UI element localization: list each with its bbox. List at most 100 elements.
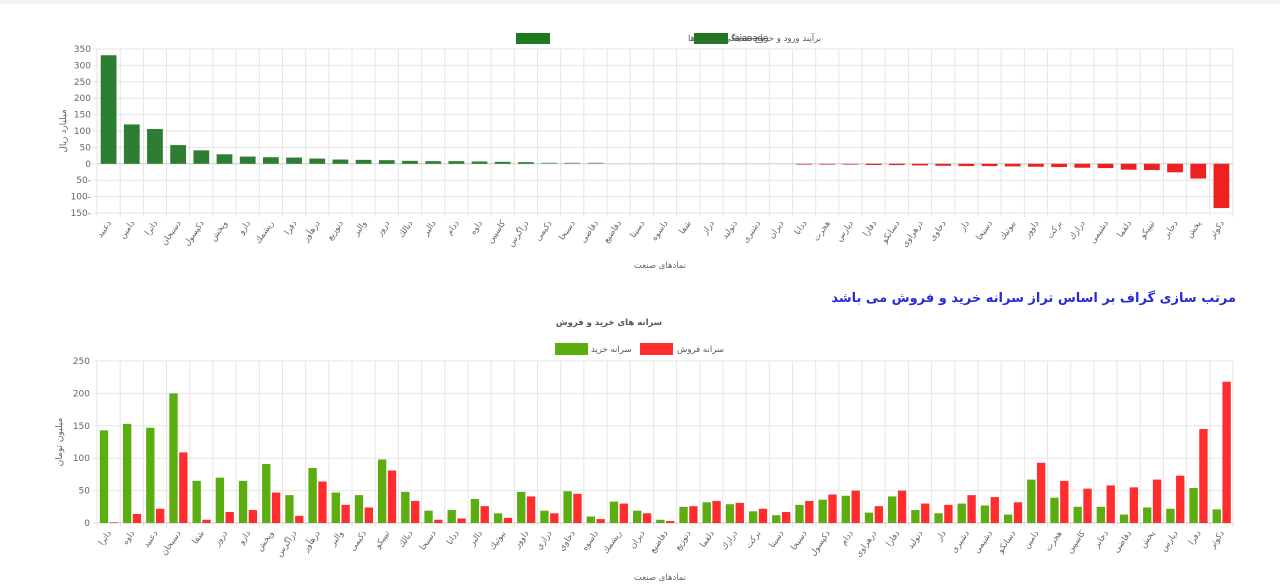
buy-bar[interactable] [262,464,271,523]
sell-bar[interactable] [1036,462,1046,523]
bar[interactable] [100,55,117,164]
sell-bar[interactable] [874,506,884,523]
bar[interactable] [935,163,952,166]
buy-bar[interactable] [99,430,109,523]
bar[interactable] [378,160,395,164]
buy-bar[interactable] [122,423,132,523]
sell-bar[interactable] [1222,381,1231,523]
sell-bar[interactable] [503,517,513,523]
sell-bar[interactable] [619,503,629,523]
sell-bar[interactable] [1060,480,1069,523]
bar[interactable] [286,157,302,164]
bar[interactable] [471,161,488,164]
buy-bar[interactable] [146,427,155,523]
bar[interactable] [239,156,256,164]
sell-bar[interactable] [1199,429,1208,523]
bar[interactable] [1028,163,1044,167]
bar[interactable] [981,163,998,167]
buy-bar[interactable] [934,513,943,523]
sell-bar[interactable] [735,502,744,523]
bar[interactable] [587,162,604,164]
buy-bar[interactable] [169,393,178,523]
sell-bar[interactable] [805,500,814,523]
sell-bar[interactable] [642,513,652,523]
bar[interactable] [332,159,349,164]
bar[interactable] [1190,163,1207,179]
buy-bar[interactable] [331,492,340,523]
sell-bar[interactable] [341,504,350,523]
sell-bar[interactable] [411,500,420,523]
sell-bar[interactable] [990,497,999,523]
legend-label-sell[interactable]: سرانه فروش [677,345,724,355]
buy-bar[interactable] [1166,508,1175,523]
buy-bar[interactable] [679,506,688,523]
bar[interactable] [865,163,882,165]
legend-label[interactable]: برآیند ورود و خروج نقدینگی حقیقی ها [688,32,821,44]
sell-bar[interactable] [1176,475,1185,523]
sell-bar[interactable] [179,452,188,523]
buy-bar[interactable] [447,510,456,523]
bar[interactable] [448,161,465,164]
buy-bar[interactable] [540,510,549,523]
sell-bar[interactable] [550,513,559,523]
bar[interactable] [170,145,187,164]
buy-bar[interactable] [609,501,619,523]
bar[interactable] [1051,163,1068,168]
sell-bar[interactable] [921,503,930,523]
buy-bar[interactable] [864,512,874,523]
buy-bar[interactable] [957,503,966,523]
buy-bar[interactable] [795,504,804,523]
sell-bar[interactable] [480,506,489,523]
sell-bar[interactable] [434,519,443,523]
buy-bar[interactable] [702,502,711,523]
legend-swatch-buy[interactable] [555,343,588,355]
bar[interactable] [309,158,326,164]
bar[interactable] [216,154,233,164]
sell-bar[interactable] [109,522,118,523]
buy-bar[interactable] [1073,506,1082,523]
buy-bar[interactable] [517,491,526,523]
legend-label[interactable]: iaiaoade [732,34,768,44]
bar[interactable] [1004,163,1021,167]
bar[interactable] [958,163,975,167]
sell-bar[interactable] [132,513,142,523]
sell-bar[interactable] [364,507,373,523]
bar[interactable] [564,162,581,164]
sell-bar[interactable] [457,518,466,523]
buy-bar[interactable] [911,510,920,523]
buy-bar[interactable] [493,513,503,523]
buy-bar[interactable] [1096,506,1106,523]
buy-bar[interactable] [238,480,248,523]
buy-bar[interactable] [1003,514,1013,523]
sell-bar[interactable] [271,492,281,523]
sell-bar[interactable] [295,515,304,523]
buy-bar[interactable] [772,515,781,523]
sell-bar[interactable] [1129,487,1139,523]
bar[interactable] [1167,163,1183,173]
sell-bar[interactable] [758,508,768,523]
bar[interactable] [1143,163,1160,171]
bar[interactable] [193,150,210,164]
sell-bar[interactable] [318,481,327,523]
sell-bar[interactable] [248,510,258,523]
bar[interactable] [541,162,557,164]
bar[interactable] [888,163,905,166]
buy-bar[interactable] [401,491,410,523]
legend-swatch[interactable] [516,33,550,44]
bar[interactable] [494,161,511,164]
sell-bar[interactable] [1013,502,1023,523]
sell-bar[interactable] [781,511,791,523]
buy-bar[interactable] [841,495,851,523]
legend-swatch[interactable] [694,33,728,44]
buy-bar[interactable] [215,477,225,523]
buy-bar[interactable] [1119,514,1129,523]
bar[interactable] [262,157,279,164]
bar[interactable] [123,124,140,164]
buy-bar[interactable] [192,480,201,523]
buy-bar[interactable] [1027,479,1036,523]
sell-bar[interactable] [666,521,675,523]
sell-bar[interactable] [689,506,698,523]
buy-bar[interactable] [470,499,480,523]
sell-bar[interactable] [573,493,582,523]
buy-bar[interactable] [1189,488,1198,523]
